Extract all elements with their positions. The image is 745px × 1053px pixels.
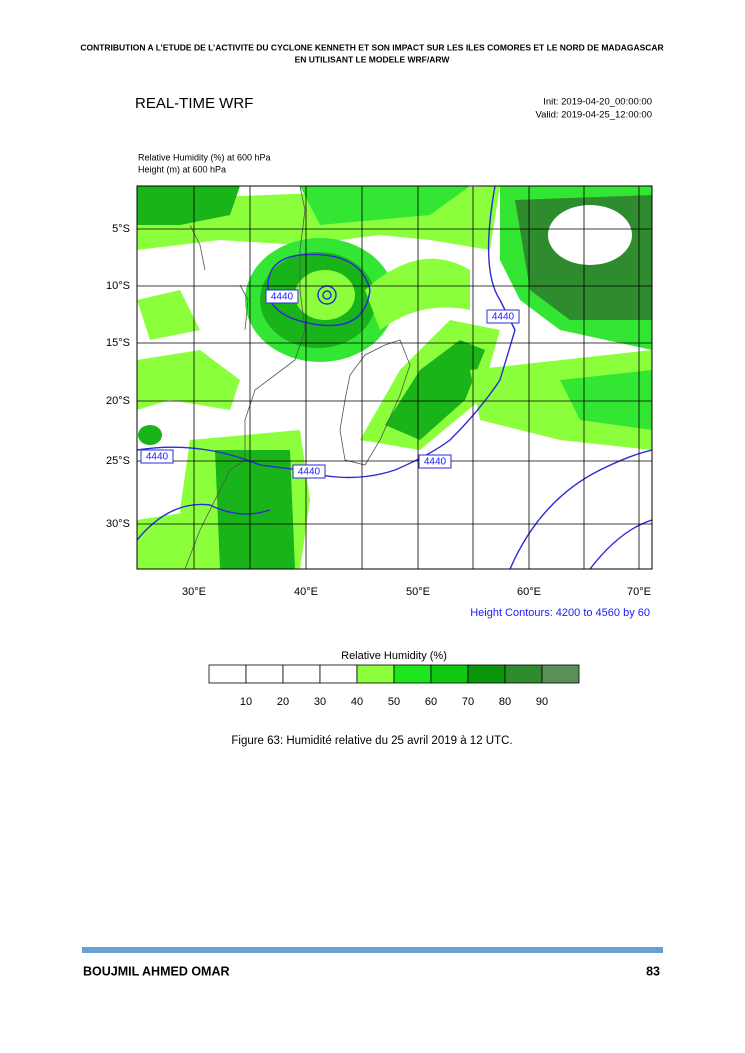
init-time: Init: 2019-04-20_00:00:00 [543, 97, 652, 108]
field-line: Height (m) at 600 hPa [138, 164, 226, 174]
colorbar-labels: 10 20 30 40 50 60 70 80 90 [240, 696, 548, 708]
figure-title: REAL-TIME WRF [135, 95, 253, 112]
contour-label: 4440 [271, 292, 294, 303]
page-number: 83 [646, 964, 660, 978]
lat-label: 5°S [112, 223, 130, 235]
lat-label: 20°S [106, 395, 130, 407]
footer-author: BOUJMIL AHMED OMAR [83, 964, 230, 978]
contour-label: 4440 [492, 312, 515, 323]
map-frame [136, 185, 653, 570]
contour-note: Height Contours: 4200 to 4560 by 60 [470, 607, 650, 619]
colorbar-label: 50 [388, 696, 400, 708]
lon-label: 40°E [294, 586, 318, 598]
lat-label: 10°S [106, 280, 130, 292]
caption: Figure 63: Humidité relative du 25 avril… [231, 735, 512, 747]
colorbar-title: Relative Humidity (%) [341, 650, 447, 662]
header-line: EN UTILISANT LE MODELE WRF/ARW [295, 54, 451, 64]
lat-label: 30°S [106, 518, 130, 530]
lat-label: 15°S [106, 337, 130, 349]
contour-label: 4440 [424, 457, 447, 468]
colorbar-label: 80 [499, 696, 511, 708]
map: 4440 4440 4440 4440 4440 [137, 186, 652, 569]
lon-label: 30°E [182, 586, 206, 598]
colorbar-label: 30 [314, 696, 326, 708]
lon-label: 60°E [517, 586, 541, 598]
lat-label: 25°S [106, 455, 130, 467]
header-line: CONTRIBUTION A L’ETUDE DE L’ACTIVITE DU … [80, 42, 663, 52]
colorbar-label: 60 [425, 696, 437, 708]
colorbar-label: 90 [536, 696, 548, 708]
contour-labels: 4440 4440 4440 4440 4440 [140, 289, 520, 479]
colorbar-label: 40 [351, 696, 363, 708]
lon-label: 70°E [627, 586, 651, 598]
contour-label: 4440 [146, 452, 169, 463]
colorbar-label: 10 [240, 696, 252, 708]
colorbar-label: 70 [462, 696, 474, 708]
field-line: Relative Humidity (%) at 600 hPa [138, 152, 271, 162]
lon-label: 50°E [406, 586, 430, 598]
colorbar [208, 664, 580, 684]
contour-label: 4440 [298, 467, 321, 478]
valid-time: Valid: 2019-04-25_12:00:00 [535, 110, 652, 121]
colorbar-label: 20 [277, 696, 289, 708]
footer-rule [82, 947, 663, 953]
